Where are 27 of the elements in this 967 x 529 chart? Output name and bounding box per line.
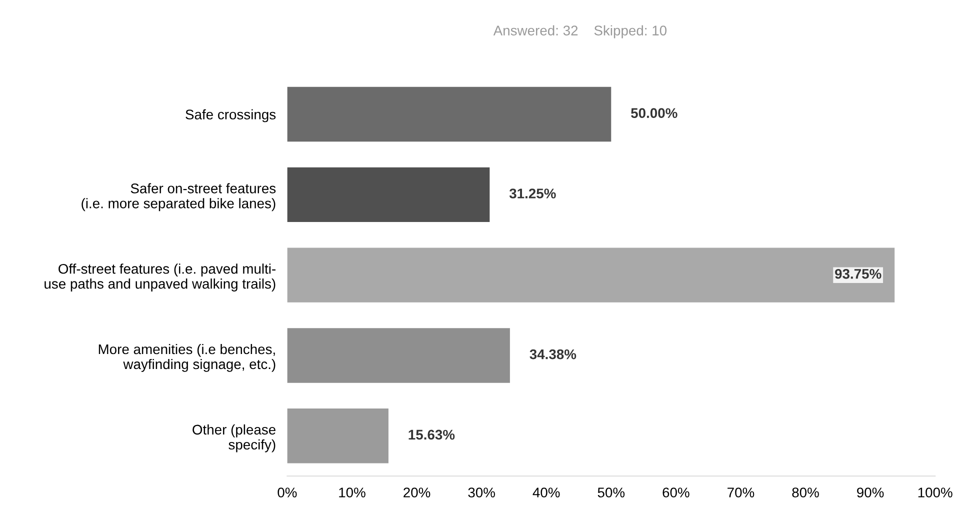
bar (287, 167, 490, 222)
x-tick-label: 40% (532, 488, 560, 498)
x-tick-label: 70% (728, 488, 754, 498)
data-label: 15.63% (408, 430, 455, 440)
bar (287, 248, 895, 302)
bar (287, 86, 612, 142)
y-tick-label: Safer on-street features (i.e. more separated bike lanes) (82, 183, 276, 212)
bar (287, 408, 388, 464)
y-tick-label: Safe crossings (186, 109, 276, 122)
y-tick-label: More amenities (i.e benches, wayfinding signage, etc.) (98, 344, 276, 372)
x-tick-label: 0% (278, 488, 297, 498)
x-tick-label: 10% (339, 488, 366, 498)
x-tick-label: 100% (918, 488, 952, 498)
x-tick-label: 90% (857, 488, 884, 498)
y-tick-label: Off-street features (i.e. paved multi- use paths and unpaved walking trails) (44, 264, 276, 292)
data-label: 50.00% (631, 108, 678, 118)
data-label: 93.75% (835, 268, 882, 279)
data-label: 31.25% (509, 188, 556, 198)
y-tick-label: Other (please specify) (192, 424, 276, 452)
x-tick-label: 80% (792, 488, 819, 498)
x-tick-label: 60% (662, 488, 690, 498)
chart-subtitle: Answered: 32 Skipped: 10 (493, 25, 667, 38)
data-label: 34.38% (530, 349, 576, 360)
x-tick-label: 20% (404, 488, 430, 498)
bar (287, 328, 510, 383)
x-tick-label: 50% (598, 488, 625, 498)
x-tick-label: 30% (468, 488, 495, 498)
